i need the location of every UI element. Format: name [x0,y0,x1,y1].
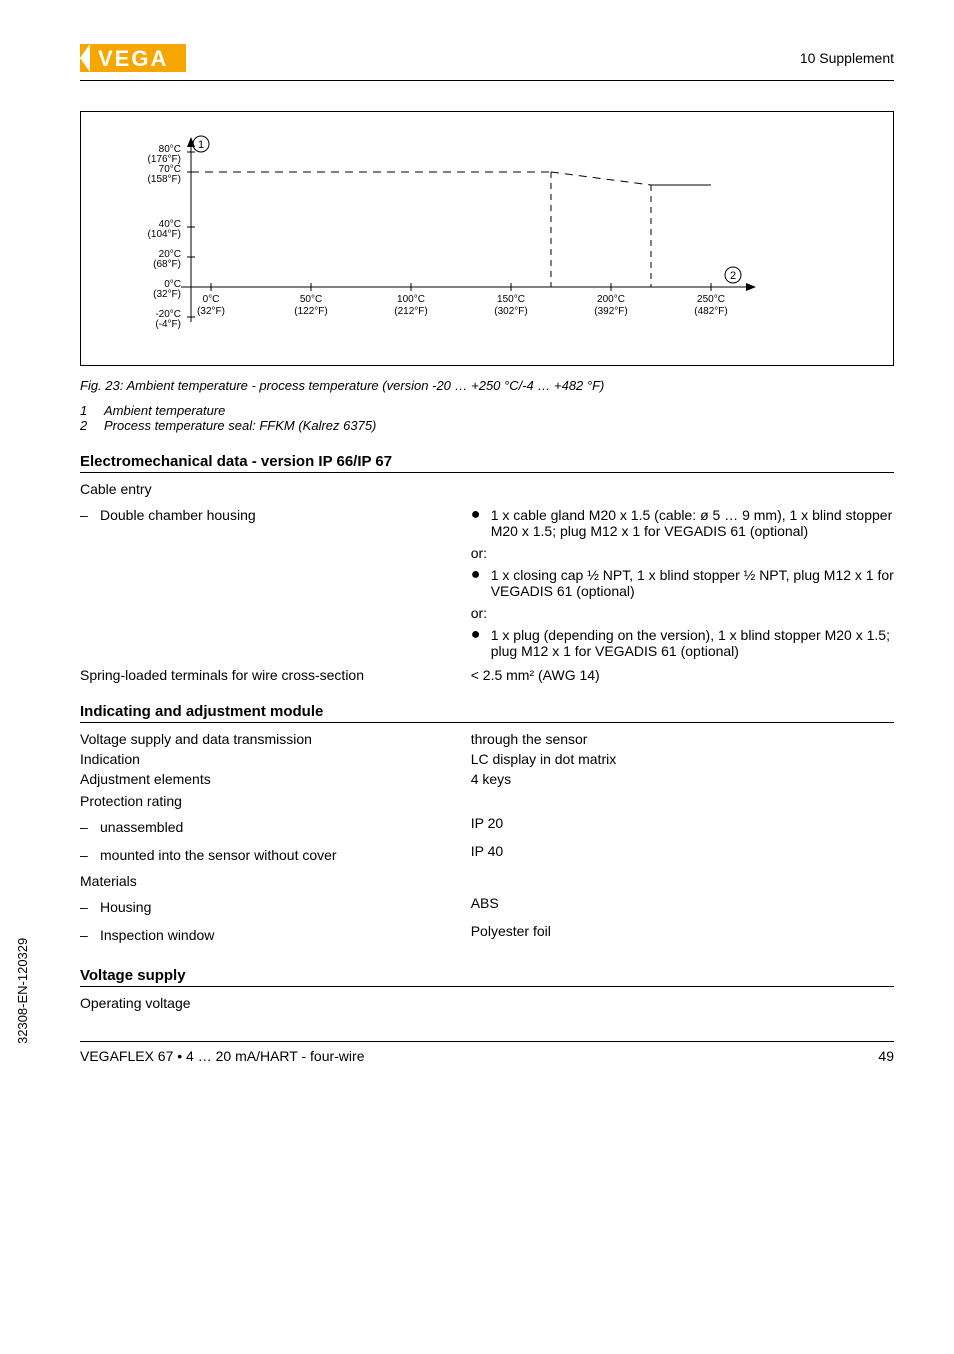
figure-legend: 1Ambient temperature2Process temperature… [80,403,894,433]
bullet-2-text: 1 x closing cap ½ NPT, 1 x blind stopper… [491,567,894,599]
row-label: Adjustment elements [80,771,471,787]
spring-right: < 2.5 mm² (AWG 14) [471,667,894,683]
bullet-1-text: 1 x cable gland M20 x 1.5 (cable: ø 5 … … [491,507,894,539]
y-axis-sublabel: (68°F) [153,259,181,270]
footer-left: VEGAFLEX 67 • 4 … 20 mA/HART - four-wire [80,1048,364,1064]
vega-logo: VEGA [80,40,190,76]
data-row: –mounted into the sensor without coverIP… [80,843,894,867]
row-label: Voltage supply and data transmission [80,731,471,747]
dash-item: –unassembled [80,819,471,835]
x-axis-label: 50°C [300,294,322,305]
data-row: –unassembledIP 20 [80,815,894,839]
row-value: IP 40 [471,843,894,867]
protection-label: Protection rating [80,793,894,809]
dash-icon: – [80,507,100,523]
operating-voltage-label: Operating voltage [80,995,894,1011]
footer-page-number: 49 [878,1048,894,1064]
data-row: –Inspection windowPolyester foil [80,923,894,947]
data-row: IndicationLC display in dot matrix [80,751,894,767]
row-label: Housing [100,899,151,915]
page-footer: VEGAFLEX 67 • 4 … 20 mA/HART - four-wire… [80,1041,894,1064]
figure-legend-row: 2Process temperature seal: FFKM (Kalrez … [80,418,894,433]
x-axis-sublabel: (302°F) [494,306,527,317]
or-1: or: [471,545,894,561]
x-axis-label: 150°C [497,294,525,305]
x-axis-sublabel: (482°F) [694,306,727,317]
figure-caption: Fig. 23: Ambient temperature - process t… [80,378,894,393]
x-axis-sublabel: (32°F) [197,306,225,317]
x-axis-sublabel: (212°F) [394,306,427,317]
row-label: mounted into the sensor without cover [100,847,337,863]
section-electromechanical: Electromechanical data - version IP 66/I… [80,453,894,473]
x-axis-label: 250°C [697,294,725,305]
materials-label: Materials [80,873,894,889]
graph-container: 80°C(176°F)70°C(158°F)40°C(104°F)20°C(68… [80,111,894,366]
row-value: 4 keys [471,771,894,787]
bullet-icon: ● [471,567,491,583]
or-2: or: [471,605,894,621]
data-row: Voltage supply and data transmissionthro… [80,731,894,747]
dash-icon: – [80,927,100,943]
row-label: Inspection window [100,927,214,943]
dash-icon: – [80,899,100,915]
bullet-3: ● 1 x plug (depending on the version), 1… [471,627,894,659]
y-axis-sublabel: (158°F) [148,174,181,185]
y-axis-sublabel: (-4°F) [155,319,181,330]
spring-row: Spring-loaded terminals for wire cross-s… [80,667,894,683]
dash-item: –Inspection window [80,927,471,943]
row-label: unassembled [100,819,183,835]
dash-icon: – [80,847,100,863]
row-label: Indication [80,751,471,767]
bullet-2: ● 1 x closing cap ½ NPT, 1 x blind stopp… [471,567,894,599]
callout-1: 1 [198,139,204,151]
row-value: LC display in dot matrix [471,751,894,767]
section-voltage: Voltage supply [80,967,894,987]
data-row: –HousingABS [80,895,894,919]
bullet-icon: ● [471,627,491,643]
spring-left: Spring-loaded terminals for wire cross-s… [80,667,471,683]
double-chamber-row: – Double chamber housing ● 1 x cable gla… [80,503,894,663]
temperature-graph: 80°C(176°F)70°C(158°F)40°C(104°F)20°C(68… [111,132,811,342]
figure-legend-text: Ambient temperature [104,403,225,418]
x-axis-label: 100°C [397,294,425,305]
row-value: ABS [471,895,894,919]
double-chamber-item: – Double chamber housing [80,507,471,523]
page-header: VEGA 10 Supplement [80,40,894,81]
x-axis-label: 200°C [597,294,625,305]
x-axis-sublabel: (122°F) [294,306,327,317]
data-row: Adjustment elements4 keys [80,771,894,787]
dash-item: –Housing [80,899,471,915]
double-chamber-label: Double chamber housing [100,507,256,523]
page: 32308-EN-120329 VEGA 10 Supplement [0,0,954,1084]
x-axis-sublabel: (392°F) [594,306,627,317]
y-axis-sublabel: (32°F) [153,289,181,300]
header-section: 10 Supplement [800,50,894,66]
figure-legend-num: 2 [80,418,104,433]
section-indicating: Indicating and adjustment module [80,703,894,723]
dash-item: –mounted into the sensor without cover [80,847,471,863]
callout-2: 2 [730,270,736,282]
bullet-icon: ● [471,507,491,523]
row-value: through the sensor [471,731,894,747]
bullet-1: ● 1 x cable gland M20 x 1.5 (cable: ø 5 … [471,507,894,539]
x-axis-label: 0°C [203,294,220,305]
bullet-3-text: 1 x plug (depending on the version), 1 x… [491,627,894,659]
row-value: Polyester foil [471,923,894,947]
y-axis-sublabel: (104°F) [148,229,181,240]
dash-icon: – [80,819,100,835]
figure-legend-text: Process temperature seal: FFKM (Kalrez 6… [104,418,376,433]
figure-legend-row: 1Ambient temperature [80,403,894,418]
cable-entry-label: Cable entry [80,481,894,497]
svg-text:VEGA: VEGA [98,46,168,71]
row-value: IP 20 [471,815,894,839]
side-doc-id: 32308-EN-120329 [15,938,30,1044]
figure-legend-num: 1 [80,403,104,418]
